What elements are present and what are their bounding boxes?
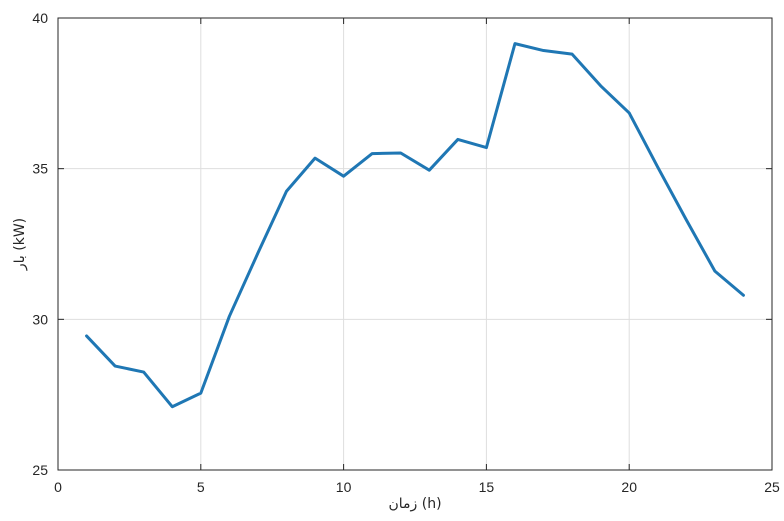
plot-frame (57, 17, 773, 471)
y-tick-label: 30 (32, 311, 48, 327)
x-tick-label: 20 (621, 479, 637, 495)
x-tick-label: 10 (336, 479, 352, 495)
x-axis-label: زمان (h) (388, 496, 441, 512)
y-tick-label: 25 (32, 462, 48, 478)
y-axis-label: بار (kW) (12, 218, 28, 271)
x-tick-label: 0 (54, 479, 62, 495)
plot-area (58, 18, 772, 470)
y-tick-label: 35 (32, 161, 48, 177)
x-tick-labels: 0 5 10 15 20 25 (54, 479, 780, 495)
load-series-line (85, 42, 745, 409)
x-tick-label: 5 (197, 479, 205, 495)
series-layer (85, 42, 745, 409)
y-tick-label: 40 (32, 10, 48, 26)
x-tick-label: 15 (479, 479, 495, 495)
tick-marks (57, 17, 773, 471)
x-tick-label: 25 (764, 479, 780, 495)
y-tick-labels: 25 30 35 40 (32, 10, 48, 478)
